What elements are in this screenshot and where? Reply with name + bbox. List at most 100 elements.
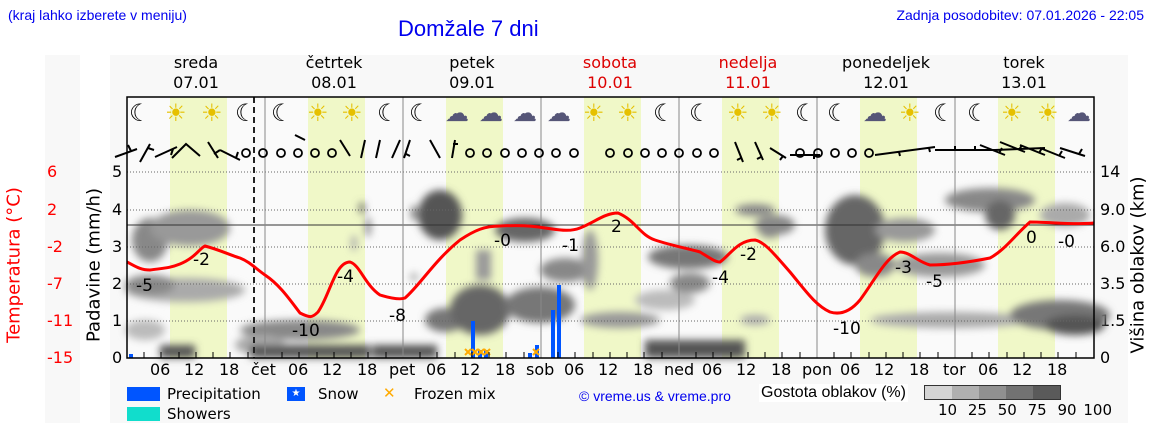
temp-annotation: 2 <box>611 217 622 237</box>
cloud-height-tick: 0 <box>1100 348 1111 367</box>
x-tick-label: 18 <box>357 360 378 379</box>
temp-annotation: -5 <box>136 276 153 296</box>
sun-cloud-icon: ☀ <box>201 99 223 127</box>
density-tick: 50 <box>997 401 1017 419</box>
x-tick-label: pon <box>802 360 833 379</box>
temp-annotation: -4 <box>337 267 354 287</box>
sun-cloud-icon: ☀ <box>165 99 187 127</box>
day-label-2: petek 09.01 <box>449 53 495 92</box>
moon-fog-icon: ☾ <box>653 99 675 127</box>
day-label-1: četrtek 08.01 <box>305 53 363 92</box>
snow-legend-label: Snow <box>318 385 359 403</box>
x-tick-label: 06 <box>564 360 585 379</box>
credit-link[interactable]: © vreme.us & vreme.pro <box>579 388 731 404</box>
x-tick-label: 06 <box>840 360 861 379</box>
moon-cloud-icon: ☾ <box>827 99 849 127</box>
temp-tick: -2 <box>47 237 63 256</box>
showers-swatch <box>127 407 160 421</box>
cloud-height-tick: 14 <box>1100 162 1121 181</box>
density-tick: 10 <box>938 401 958 419</box>
x-tick-label: 18 <box>1047 360 1068 379</box>
day-label-5: ponedeljek 12.01 <box>842 53 930 92</box>
x-tick-label: 12 <box>1012 360 1033 379</box>
precip-tick: 5 <box>112 162 123 181</box>
cloud-height-tick: 9.0 <box>1100 200 1126 219</box>
temp-annotation: -1 <box>562 236 579 256</box>
temp-annotation: -10 <box>292 321 320 341</box>
weather-icons-row: ☾ ☀ ☀ ☾ ☾ ☀ ☀ ☾ ☾ ☁ ☁ ☁ ☁ ☀ ☀ ☾ ☾ ☀ ☀ ☾ … <box>127 98 1094 134</box>
precip-tick: 1 <box>112 311 123 330</box>
cloud-height-tick: 3.5 <box>1100 274 1126 293</box>
sun-cloud-icon: ☀ <box>761 99 783 127</box>
moon-fog-icon: ☾ <box>271 99 293 127</box>
cloud-density-ticks: 10 25 50 75 90 100 <box>938 401 1112 419</box>
moon-cloud-icon: ☾ <box>235 99 257 127</box>
temp-annotation: -2 <box>193 250 210 270</box>
x-tick-label: 18 <box>219 360 240 379</box>
moon-cloud-icon: ☾ <box>409 99 431 127</box>
sun-cloud-icon: ☀ <box>727 99 749 127</box>
star-icon: ★ <box>291 388 301 399</box>
x-tick-label: 18 <box>909 360 930 379</box>
cloud-snow-icon: ☁ <box>479 99 503 127</box>
x-tick-label: ned <box>664 360 695 379</box>
last-update: Zadnja posodobitev: 07.01.2026 - 22:05 <box>896 7 1144 23</box>
day-label-3: sobota 10.01 <box>582 53 638 92</box>
menu-hint[interactable]: (kraj lahko izberete v meniju) <box>8 7 187 23</box>
moon-fog-icon: ☾ <box>689 99 711 127</box>
precip-tick: 4 <box>112 200 123 219</box>
x-tick-label: 06 <box>702 360 723 379</box>
moon-cloud-icon: ☾ <box>933 99 955 127</box>
x-tick-label: 12 <box>874 360 895 379</box>
sun-fog-icon: ☀ <box>583 99 605 127</box>
temp-annotation: -2 <box>740 245 757 265</box>
density-tick: 90 <box>1057 401 1077 419</box>
day-label-0: sreda 07.01 <box>173 53 219 92</box>
precipitation-legend-label: Precipitation <box>167 385 261 403</box>
x-tick-label: 18 <box>633 360 654 379</box>
sun-cloud-icon: ☀ <box>1001 99 1023 127</box>
grid-lines <box>127 171 1094 322</box>
sun-cloud-icon: ☀ <box>1037 99 1059 127</box>
sun-cloud-icon: ☀ <box>899 99 921 127</box>
moon-cloud-icon: ☾ <box>967 99 989 127</box>
temp-annotation: -0 <box>1058 232 1075 252</box>
x-ticks <box>143 352 1077 358</box>
temp-annotation: -3 <box>895 258 912 278</box>
x-tick-label: 06 <box>150 360 171 379</box>
x-tick-label: 06 <box>426 360 447 379</box>
temp-annotation: -8 <box>389 306 406 326</box>
temp-annotation: -5 <box>926 272 943 292</box>
precip-tick: 0 <box>112 348 123 367</box>
temp-annotation: -4 <box>712 268 729 288</box>
left-axis-panel <box>45 55 80 423</box>
x-tick-label: 06 <box>288 360 309 379</box>
x-tick-label: 12 <box>460 360 481 379</box>
page-title: Domžale 7 dni <box>398 16 539 41</box>
moon-cloud-icon: ☾ <box>795 99 817 127</box>
x-tick-label: 06 <box>978 360 999 379</box>
day-label-6: torek 13.01 <box>1001 53 1047 92</box>
density-tick: 75 <box>1027 401 1047 419</box>
precip-tick: 2 <box>112 274 123 293</box>
frozen-mix-markers <box>464 348 540 356</box>
temp-tick: -11 <box>47 311 74 330</box>
cloud-icon: ☁ <box>863 99 887 127</box>
temperature-line <box>126 211 1095 319</box>
sun-cloud-icon: ☀ <box>617 99 639 127</box>
temp-tick: 6 <box>47 162 58 181</box>
temp-tick: -15 <box>47 348 74 367</box>
sun-cloud-icon: ☀ <box>341 99 363 127</box>
cloud-snow-icon: ☁ <box>513 99 537 127</box>
moon-cloud-snow-icon: ☾ <box>129 99 151 127</box>
x-tick-label: 18 <box>771 360 792 379</box>
density-tick: 100 <box>1083 401 1113 419</box>
snow-swatch: ★ <box>287 387 305 401</box>
temp-annotation: 0 <box>1026 228 1037 248</box>
cloud-density-label: Gostota oblakov (%) <box>759 384 908 402</box>
x-tick-label: 12 <box>184 360 205 379</box>
day-label-4: nedelja 11.01 <box>718 53 778 92</box>
x-tick-label: čet <box>251 360 276 379</box>
precipitation-swatch <box>127 387 160 401</box>
